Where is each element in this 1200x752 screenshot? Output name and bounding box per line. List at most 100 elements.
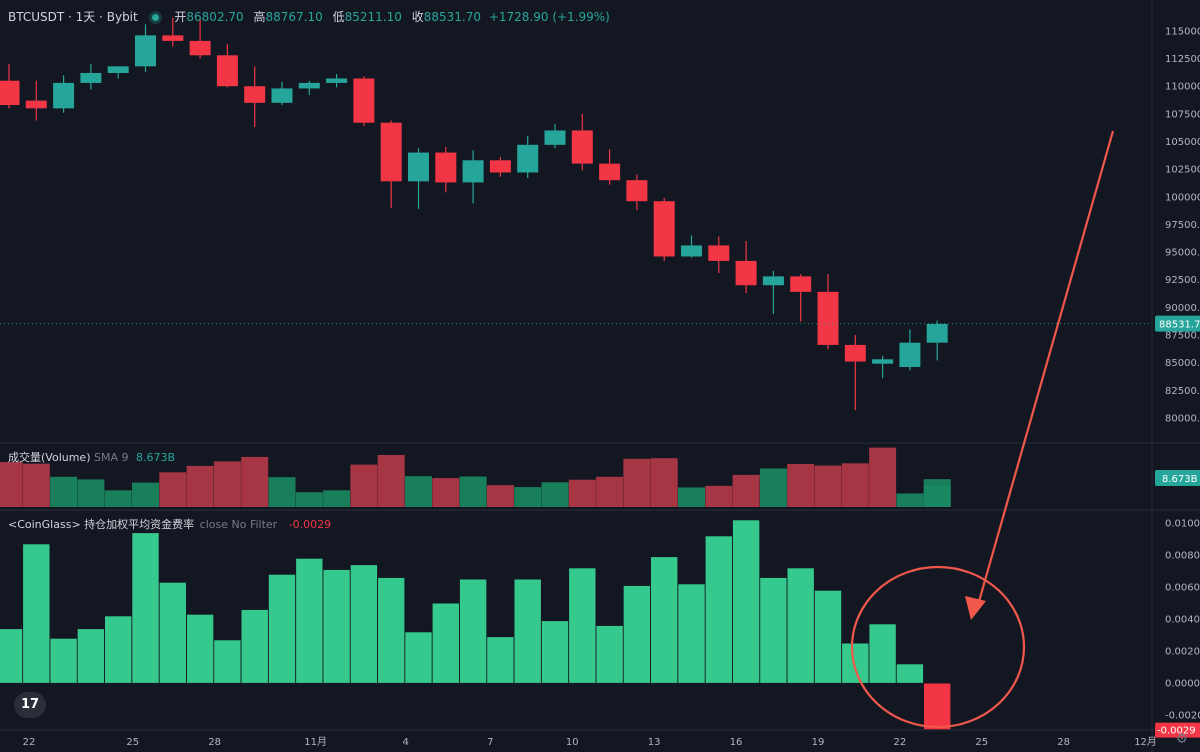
candle-body	[80, 72, 102, 83]
price-tick-label: 80000.00	[1165, 413, 1200, 424]
funding-bar	[759, 577, 788, 684]
price-tick-label: 97500.00	[1165, 220, 1200, 231]
funding-bar	[22, 543, 51, 684]
volume-bar	[923, 479, 951, 507]
volume-bar	[541, 482, 569, 507]
candle-body	[0, 80, 20, 106]
candle-body	[790, 276, 812, 292]
candle-body	[107, 66, 129, 73]
last-price-badge	[1155, 315, 1200, 332]
volume-bar	[814, 465, 842, 507]
candle-body	[653, 201, 675, 257]
candle-body	[489, 160, 511, 173]
funding-bar	[868, 623, 897, 684]
time-tick-label: 11月	[304, 736, 327, 748]
annotation-arrowhead	[965, 596, 986, 620]
volume-bar	[295, 492, 323, 507]
candle-body	[926, 323, 948, 343]
funding-bar	[541, 620, 569, 684]
volume-bar	[514, 487, 542, 507]
time-tick-label: 25	[126, 737, 139, 748]
funding-legend[interactable]: <CoinGlass> 持仓加权平均资金费率 close No Filter -…	[8, 516, 331, 532]
candle-body	[25, 100, 47, 109]
time-tick-label: 10	[566, 737, 579, 748]
volume-bar	[323, 490, 351, 507]
candle-body	[326, 78, 348, 83]
funding-bar	[186, 614, 214, 684]
tradingview-logo[interactable]: 17	[14, 692, 46, 718]
funding-bar	[104, 615, 132, 684]
volume-bar	[159, 472, 187, 507]
symbol-line[interactable]: BTCUSDT · 1天 · Bybit	[8, 10, 138, 24]
volume-title: 成交量(Volume)	[8, 451, 91, 464]
volume-bar	[77, 479, 105, 507]
volume-bar	[787, 463, 815, 507]
funding-bar	[595, 625, 624, 684]
time-tick-label: 16	[730, 737, 743, 748]
price-tick-label: 87500.00	[1165, 330, 1200, 341]
candle-body	[435, 152, 457, 183]
volume-bar	[268, 477, 296, 507]
volume-bar	[486, 485, 514, 507]
candle-body	[571, 130, 593, 164]
funding-title: <CoinGlass> 持仓加权平均资金费率	[8, 518, 195, 531]
price-tick-label: 107500.00	[1165, 109, 1200, 120]
funding-bar	[131, 532, 160, 684]
candle-body	[517, 144, 539, 173]
volume-bar	[0, 462, 23, 507]
price-tick-label: 100000.00	[1165, 192, 1200, 203]
change-value: +1728.90 (+1.99%)	[488, 10, 610, 24]
volume-bar	[732, 474, 760, 507]
candle-body	[599, 163, 621, 181]
candle-body	[216, 55, 238, 87]
candle-body	[844, 344, 866, 362]
funding-bar	[896, 663, 924, 684]
funding-bar	[350, 564, 378, 684]
funding-bar	[923, 682, 952, 730]
time-tick-label: 22	[23, 737, 36, 748]
volume-bar	[623, 458, 651, 507]
time-tick-label: 28	[1057, 737, 1070, 748]
volume-bar	[568, 479, 596, 507]
price-tick-label: 85000.00	[1165, 358, 1200, 369]
candle-body	[462, 160, 484, 183]
annotation-arrow	[976, 130, 1115, 606]
price-tick-label: 82500.00	[1165, 386, 1200, 397]
volume-bar	[132, 482, 159, 507]
funding-badge-text: -0.0029	[1157, 726, 1196, 737]
price-tick-label: 90000.00	[1165, 303, 1200, 314]
funding-bar	[814, 590, 842, 684]
volume-legend[interactable]: 成交量(Volume) SMA 9 8.673B	[8, 449, 175, 465]
close-label: 收	[411, 10, 424, 24]
candle-body	[162, 35, 184, 41]
volume-bar	[241, 456, 269, 507]
funding-bar	[677, 583, 706, 684]
time-tick-label: 13	[648, 737, 661, 748]
candle-body	[544, 130, 566, 145]
candle-body	[708, 245, 730, 261]
low-label: 低	[332, 10, 345, 24]
volume-bar	[841, 463, 869, 507]
settings-gear-icon[interactable]: ⚙	[1176, 732, 1188, 747]
candle-body	[380, 122, 402, 182]
candle-body	[353, 78, 375, 123]
candle-body	[817, 291, 839, 345]
price-tick-label: 102500.00	[1165, 165, 1200, 176]
annotation-circle	[850, 565, 1026, 729]
funding-bar	[77, 628, 105, 684]
price-tick-label: 115000.00	[1165, 26, 1200, 37]
volume-bar	[432, 478, 460, 507]
time-tick-label: 22	[894, 737, 907, 748]
close-value: 88531.70	[423, 10, 481, 24]
volume-bar	[896, 493, 924, 507]
volume-bar	[459, 476, 487, 507]
funding-bar	[295, 558, 324, 684]
candle-body	[626, 180, 648, 202]
volume-bar	[759, 468, 787, 507]
funding-bar	[786, 567, 815, 684]
funding-bar	[623, 585, 651, 684]
candle-body	[872, 359, 894, 364]
funding-bar	[459, 578, 487, 684]
market-status-icon	[151, 13, 159, 21]
